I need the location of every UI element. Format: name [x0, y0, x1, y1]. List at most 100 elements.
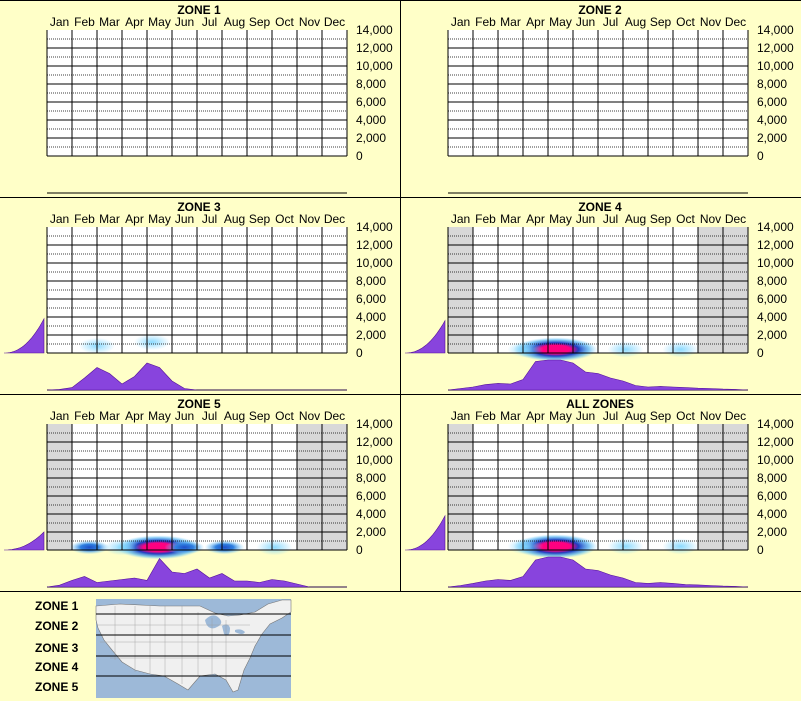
- y-tick-label: 14,000: [757, 417, 794, 431]
- y-tick-label: 14,000: [757, 220, 794, 234]
- month-label: Nov: [700, 15, 721, 29]
- y-tick-label: 6,000: [356, 292, 386, 306]
- frame-divider-row1: [0, 197, 801, 198]
- heatmap-cell: [69, 540, 110, 555]
- month-label: Oct: [676, 409, 695, 423]
- y-tick-label: 2,000: [356, 328, 386, 342]
- y-tick-label: 0: [356, 543, 363, 557]
- month-label: Dec: [324, 409, 345, 423]
- month-label: May: [549, 212, 572, 226]
- month-label: Jul: [603, 409, 618, 423]
- y-tick-label: 2,000: [757, 525, 787, 539]
- y-tick-label: 0: [356, 346, 363, 360]
- month-label: Apr: [526, 212, 545, 226]
- seasonal-profile: [46, 557, 347, 588]
- y-tick-label: 12,000: [356, 41, 393, 55]
- month-label: Aug: [224, 212, 245, 226]
- y-tick-label: 6,000: [356, 95, 386, 109]
- month-label: Jul: [202, 15, 217, 29]
- frame-divider-row2: [0, 394, 801, 395]
- y-tick-label: 10,000: [356, 59, 393, 73]
- y-tick-label: 4,000: [356, 113, 386, 127]
- elevation-profile: [405, 514, 446, 551]
- panel-title: ZONE 2: [578, 3, 622, 17]
- month-label: Oct: [275, 15, 294, 29]
- month-label: Jan: [451, 15, 470, 29]
- month-label: Dec: [324, 212, 345, 226]
- y-tick-label: 6,000: [356, 489, 386, 503]
- month-label: Feb: [475, 409, 496, 423]
- y-tick-label: 0: [757, 149, 764, 163]
- month-label: Nov: [700, 212, 721, 226]
- panel-title: ZONE 3: [177, 200, 221, 214]
- month-label: Nov: [299, 212, 320, 226]
- month-label: Aug: [224, 15, 245, 29]
- y-tick-label: 10,000: [757, 256, 794, 270]
- heatmap-cell: [204, 540, 245, 555]
- heatmap-cell: [134, 334, 170, 351]
- y-tick-label: 2,000: [757, 131, 787, 145]
- month-label: Mar: [500, 409, 521, 423]
- month-label: Oct: [676, 212, 695, 226]
- legend-label-zone-4: ZONE 4: [35, 660, 79, 674]
- y-tick-label: 14,000: [356, 417, 393, 431]
- month-label: Jul: [202, 212, 217, 226]
- y-tick-label: 8,000: [757, 471, 787, 485]
- month-label: May: [549, 409, 572, 423]
- y-tick-label: 8,000: [356, 77, 386, 91]
- month-label: Apr: [125, 212, 144, 226]
- y-tick-label: 12,000: [757, 41, 794, 55]
- elevation-profile: [4, 317, 45, 354]
- month-label: May: [549, 15, 572, 29]
- month-label: Nov: [299, 15, 320, 29]
- month-label: Apr: [526, 15, 545, 29]
- legend-label-zone-5: ZONE 5: [35, 680, 79, 694]
- panel-title: ZONE 1: [177, 3, 221, 17]
- seasonal-profile: [447, 359, 749, 391]
- month-label: Apr: [125, 15, 144, 29]
- zone-panel-4: ZONE 4 Jan Feb Mar Apr May Jun Jul Aug Sep Oct Nov D…: [405, 200, 794, 391]
- month-label: Feb: [74, 212, 95, 226]
- panel-title: ZONE 5: [177, 397, 221, 411]
- month-label: Mar: [99, 15, 120, 29]
- heatmap-cell: [256, 539, 293, 556]
- month-label: Jan: [50, 409, 69, 423]
- y-tick-label: 4,000: [356, 310, 386, 324]
- month-label: Sep: [249, 409, 271, 423]
- month-label: May: [148, 409, 171, 423]
- heatmap-cell: [164, 540, 205, 555]
- month-label: Oct: [275, 212, 294, 226]
- month-label: Apr: [125, 409, 144, 423]
- zone-panel-5: ZONE 5 Jan Feb Mar Apr May Jun Jul Aug Sep Oct Nov D…: [4, 397, 393, 588]
- y-tick-label: 4,000: [356, 507, 386, 521]
- elevation-profile: [405, 319, 446, 354]
- zone-panel-2: ZONE 2 Jan Feb Mar Apr May Jun Jul Aug Sep Oct Nov D…: [447, 3, 794, 194]
- month-label: Apr: [526, 409, 545, 423]
- month-label: Jun: [175, 409, 194, 423]
- y-tick-label: 10,000: [356, 256, 393, 270]
- y-tick-label: 2,000: [757, 328, 787, 342]
- month-label: May: [148, 212, 171, 226]
- map-land: [95, 599, 292, 693]
- zone-map: [95, 599, 292, 698]
- month-label: Jan: [50, 15, 69, 29]
- month-label: Jun: [175, 212, 194, 226]
- map-state-lines: [96, 606, 256, 684]
- month-label: Jun: [576, 212, 595, 226]
- month-label: Jan: [451, 212, 470, 226]
- month-label: Feb: [74, 409, 95, 423]
- month-label: Dec: [725, 212, 746, 226]
- panel-title: ZONE 4: [578, 200, 622, 214]
- month-label: Feb: [74, 15, 95, 29]
- month-label: Nov: [299, 409, 320, 423]
- month-label: Oct: [676, 15, 695, 29]
- month-label: Aug: [625, 212, 646, 226]
- zone-panel-1: ZONE 1 Jan Feb Mar Apr May Jun Jul Aug Sep Oct Nov D…: [46, 3, 393, 194]
- y-tick-label: 6,000: [757, 489, 787, 503]
- zone-panel-3: ZONE 3 Jan Feb Mar Apr May Jun Jul Aug Sep Oct Nov D…: [4, 200, 393, 391]
- y-tick-label: 14,000: [356, 220, 393, 234]
- y-tick-label: 0: [356, 149, 363, 163]
- inactive-month-band: [322, 424, 347, 550]
- map-lakes: [205, 615, 245, 636]
- zone-legend: ZONE 1 ZONE 2 ZONE 3 ZONE 4 ZONE 5: [0, 591, 801, 698]
